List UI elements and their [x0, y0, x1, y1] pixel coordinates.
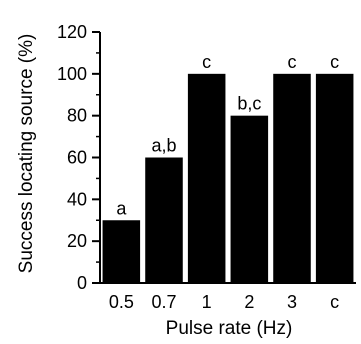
- y-axis: 0 20 40 60 80 100 120: [57, 22, 101, 293]
- x-tick-label: 0.7: [151, 292, 176, 312]
- x-tick-label: c: [330, 292, 339, 312]
- y-tick-label: 0: [77, 273, 87, 293]
- y-tick-label: 60: [67, 148, 87, 168]
- bar-c: [315, 73, 354, 283]
- x-axis: 0.5 0.7 1 2 3 c: [100, 282, 356, 312]
- bars: [102, 73, 354, 284]
- bar-3: [273, 73, 311, 283]
- y-tick-label: 80: [67, 106, 87, 126]
- bar-label: a: [116, 198, 127, 218]
- y-tick-label: 120: [57, 22, 87, 42]
- bar-label: a,b: [151, 136, 176, 156]
- x-axis-title: Pulse rate (Hz): [166, 318, 293, 339]
- bar-1: [187, 73, 226, 283]
- y-tick-label: 40: [67, 189, 87, 209]
- bar-label: c: [288, 52, 297, 72]
- x-tick-label: 2: [244, 292, 254, 312]
- x-tick-label: 3: [287, 292, 297, 312]
- bar-label: b,c: [237, 94, 261, 114]
- y-axis-title: Success locating source (%): [16, 34, 37, 274]
- bar-significance-labels: a a,b c b,c c c: [116, 52, 339, 218]
- bar-0.5: [102, 220, 141, 283]
- y-tick-label: 20: [67, 231, 87, 251]
- x-tick-label: 1: [202, 292, 212, 312]
- bar-2: [230, 115, 269, 284]
- bar-label: c: [330, 52, 339, 72]
- x-tick-label: 0.5: [109, 292, 134, 312]
- bar-label: c: [202, 52, 211, 72]
- bar-0.7: [145, 157, 183, 283]
- y-tick-label: 100: [57, 64, 87, 84]
